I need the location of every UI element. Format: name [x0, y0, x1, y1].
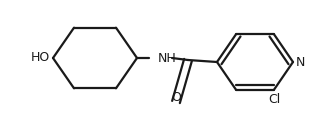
- Text: O: O: [171, 91, 181, 104]
- Text: HO: HO: [31, 51, 50, 64]
- Text: NH: NH: [158, 51, 177, 65]
- Text: Cl: Cl: [268, 93, 280, 106]
- Text: N: N: [296, 55, 305, 69]
